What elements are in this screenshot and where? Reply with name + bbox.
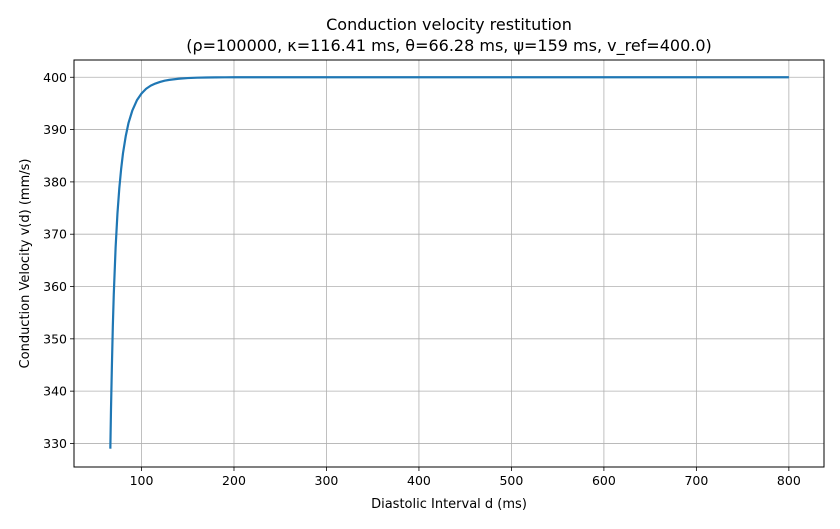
y-tick-label: 330 xyxy=(43,436,67,451)
x-tick-label: 600 xyxy=(592,473,616,488)
y-tick-label: 400 xyxy=(43,70,67,85)
x-tick-label: 100 xyxy=(130,473,154,488)
x-tick-label: 800 xyxy=(777,473,801,488)
y-tick-label: 370 xyxy=(43,227,67,242)
axis-ticks: 100 200 300 400 500 600 700 800 330 340 350 360 370 3… xyxy=(43,70,801,488)
chart-subtitle: (ρ=100000, κ=116.41 ms, θ=66.28 ms, ψ=15… xyxy=(186,36,712,56)
chart-title: Conduction velocity restitution xyxy=(326,15,572,34)
y-tick-label: 350 xyxy=(43,331,67,346)
x-tick-label: 300 xyxy=(315,473,339,488)
x-tick-label: 500 xyxy=(499,473,523,488)
grid-lines xyxy=(74,60,824,467)
y-tick-label: 360 xyxy=(43,279,67,294)
x-tick-label: 200 xyxy=(222,473,246,488)
y-tick-label: 390 xyxy=(43,122,67,137)
chart-titles: Conduction velocity restitution (ρ=10000… xyxy=(186,15,712,56)
plot-area-frame xyxy=(73,59,825,468)
y-tick-label: 380 xyxy=(43,174,67,189)
x-tick-label: 400 xyxy=(407,473,431,488)
series-line xyxy=(109,76,789,449)
series-layer xyxy=(109,76,789,449)
x-axis-label: Diastolic Interval d (ms) xyxy=(371,497,527,512)
y-axis-label: Conduction Velocity v(d) (mm/s) xyxy=(18,159,33,369)
x-tick-label: 700 xyxy=(684,473,708,488)
y-tick-label: 340 xyxy=(43,384,67,399)
